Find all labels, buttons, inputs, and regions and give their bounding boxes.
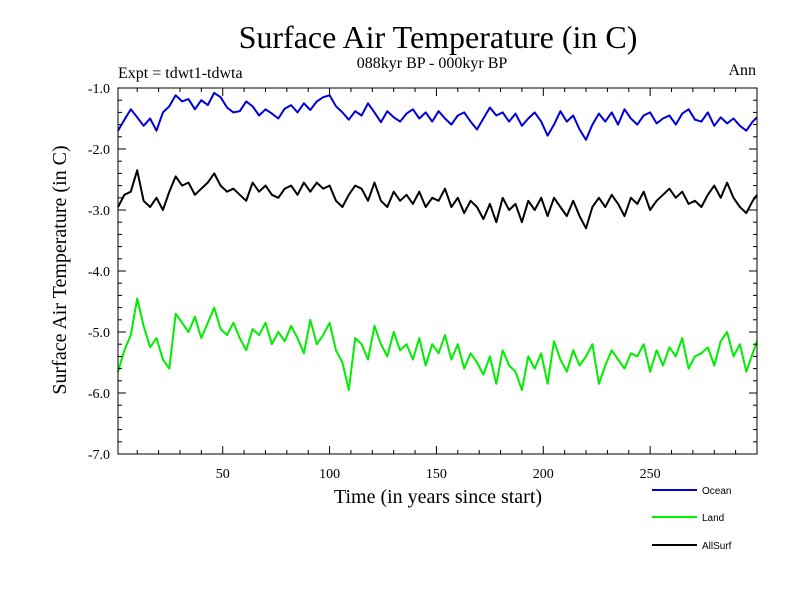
- series-line-allsurf: [117, 169, 758, 230]
- series-line-land: [117, 297, 758, 391]
- x-tick-label: 250: [640, 467, 661, 482]
- legend-label-land: Land: [702, 513, 724, 524]
- x-tick-label: 200: [533, 467, 554, 482]
- legend: Ocean Land AllSurf: [652, 486, 732, 552]
- y-axis-label: Surface Air Temperature (in C): [49, 145, 71, 394]
- y-tick-label: -4.0: [88, 265, 110, 280]
- x-tick-label: 100: [319, 467, 340, 482]
- x-tick-label: 50: [216, 467, 230, 482]
- y-tick-label: -2.0: [88, 143, 110, 158]
- season-label: Ann: [728, 62, 756, 79]
- series-line-ocean: [117, 91, 758, 141]
- plot-frame: [117, 87, 758, 455]
- x-axis-label: Time (in years since start): [334, 486, 542, 508]
- plot-area: 50 100 150 200 250 -1.0 -2.0 -3.0 -4.0 -5.0 -6.0 -7…: [88, 82, 758, 482]
- legend-label-allsurf: AllSurf: [702, 541, 732, 552]
- y-tick-label: -3.0: [88, 204, 110, 219]
- y-tick-label: -6.0: [88, 387, 110, 402]
- experiment-label: Expt = tdwt1-tdwta: [118, 65, 243, 82]
- chart-title: Surface Air Temperature (in C): [239, 19, 638, 55]
- legend-label-ocean: Ocean: [702, 486, 731, 497]
- y-tick-label: -1.0: [88, 82, 110, 97]
- chart-subtitle: 088kyr BP - 000kyr BP: [357, 55, 508, 72]
- y-tick-label: -7.0: [88, 448, 110, 463]
- y-tick-label: -5.0: [88, 326, 110, 341]
- x-tick-label: 150: [426, 467, 447, 482]
